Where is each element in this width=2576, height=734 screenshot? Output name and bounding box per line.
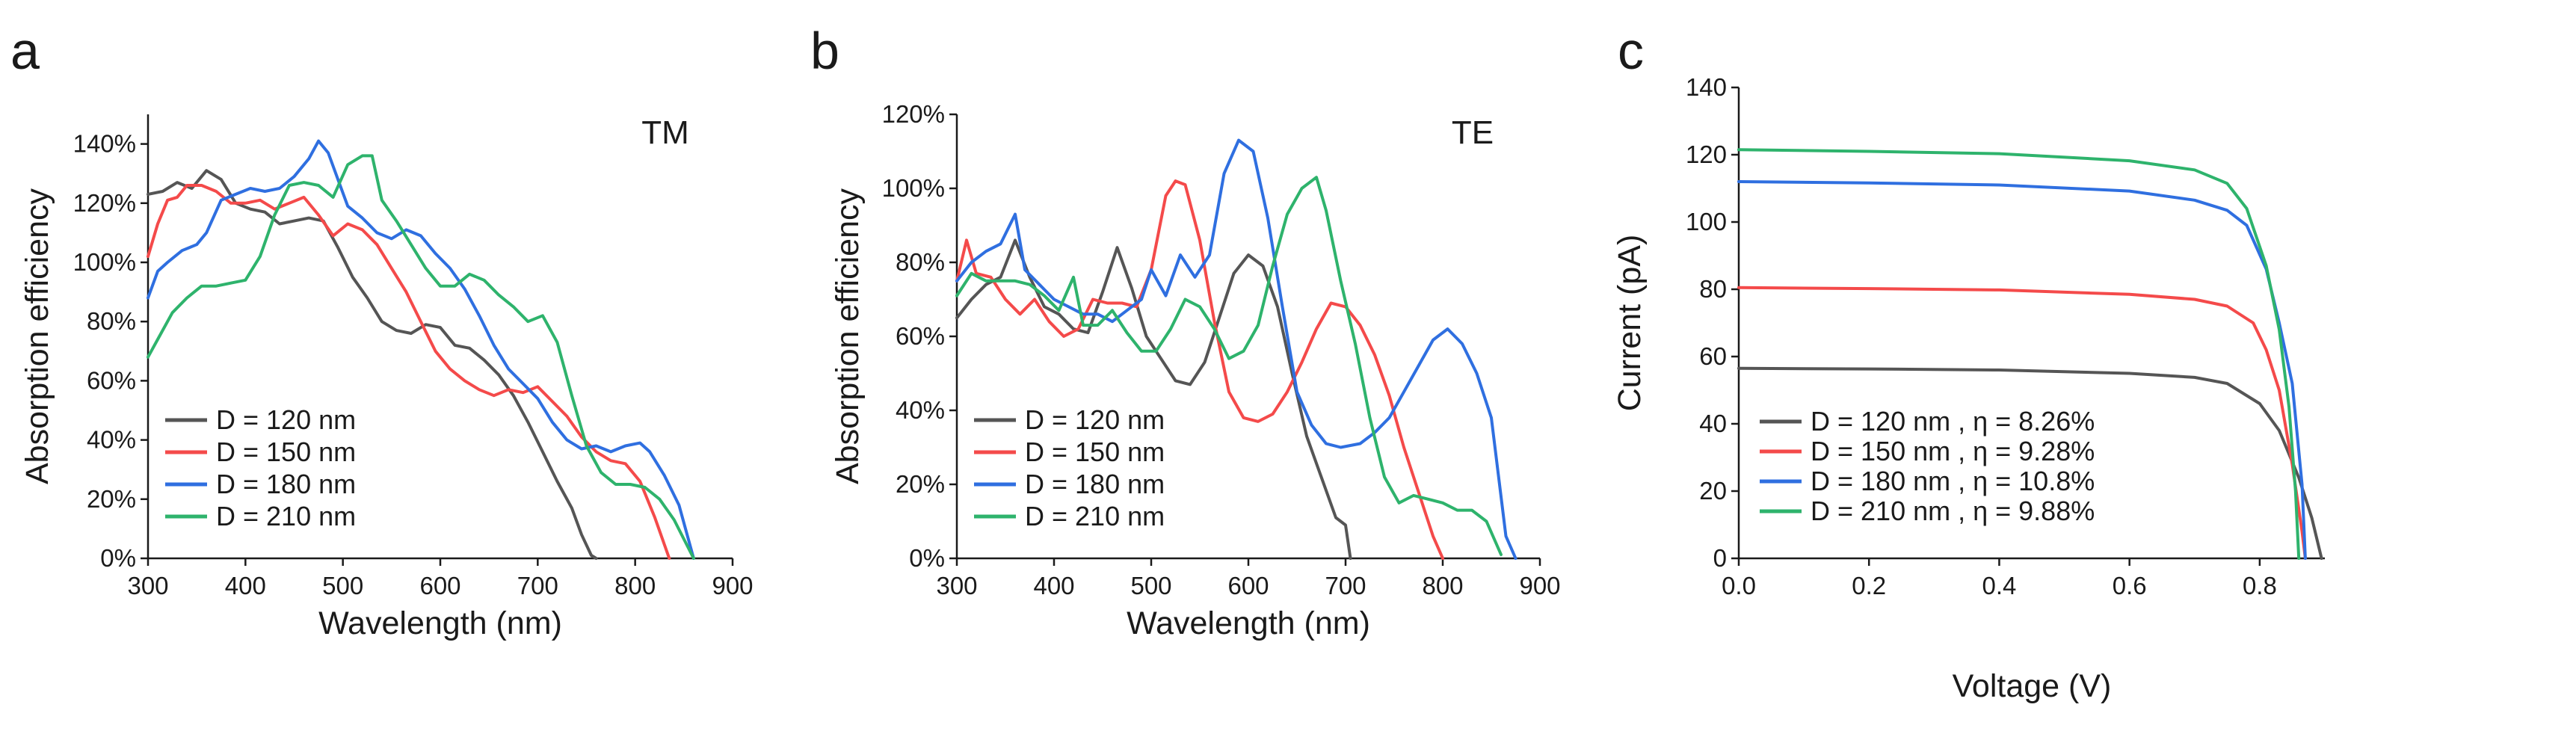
y-tick-label: 100% xyxy=(882,174,945,202)
x-tick-label: 400 xyxy=(1033,572,1074,599)
x-tick-label: 400 xyxy=(225,572,266,599)
series-line-180 xyxy=(1737,180,2307,560)
series-line-150 xyxy=(147,184,671,560)
series-line-210 xyxy=(955,176,1503,556)
panel-c: 0 20 40 60 80 100 120 140 0.0 0.2 0.4 0.6 0.8 Voltage… xyxy=(1612,22,2325,704)
x-tick-label: 300 xyxy=(127,572,168,599)
series-line-180 xyxy=(147,139,695,560)
series-line-210 xyxy=(147,154,695,560)
x-tick-label: 500 xyxy=(1130,572,1171,599)
y-tick-label: 80% xyxy=(87,307,136,335)
y-axis-label: Absorption efficiency xyxy=(830,188,866,484)
y-tick-label: 40% xyxy=(87,426,136,454)
y-tick-label: 40 xyxy=(1699,410,1727,437)
y-tick-label: 120% xyxy=(73,189,136,217)
x-axis-label: Wavelength (nm) xyxy=(1127,605,1370,641)
x-axis-label: Voltage (V) xyxy=(1953,668,2112,704)
x-tick-label: 900 xyxy=(712,572,753,599)
x-tick-label: 500 xyxy=(322,572,363,599)
legend-label-210: D = 210 nm xyxy=(216,501,356,531)
legend-label-180: D = 180 nm , η = 10.8% xyxy=(1811,466,2095,496)
legend: D = 120 nmD = 150 nmD = 180 nmD = 210 nm xyxy=(165,404,356,531)
x-tick-label: 800 xyxy=(614,572,656,599)
y-tick-label: 20% xyxy=(87,485,136,513)
legend-label-210: D = 210 nm xyxy=(1025,501,1165,531)
legend-label-120: D = 120 nm , η = 8.26% xyxy=(1811,406,2095,437)
y-tick-label: 120 xyxy=(1686,141,1727,168)
x-tick-label: 800 xyxy=(1422,572,1463,599)
y-tick-label: 20 xyxy=(1699,477,1727,505)
y-tick-label: 60% xyxy=(87,366,136,394)
series-line-210 xyxy=(1737,148,2301,560)
series-line-120 xyxy=(147,169,598,560)
x-tick-label: 300 xyxy=(936,572,977,599)
x-tick-label: 900 xyxy=(1519,572,1560,599)
y-tick-label: 140% xyxy=(73,130,136,158)
legend-label-180: D = 180 nm xyxy=(216,469,356,499)
legend: D = 120 nmD = 150 nmD = 180 nmD = 210 nm xyxy=(974,404,1165,531)
legend-label-120: D = 120 nm xyxy=(216,404,356,435)
y-tick-label: 0% xyxy=(909,544,945,572)
legend-label-180: D = 180 nm xyxy=(1025,469,1165,499)
polarization-label: TE xyxy=(1452,114,1494,151)
y-tick-label: 80 xyxy=(1699,275,1727,303)
x-tick-label: 600 xyxy=(1227,572,1269,599)
panel-letter: c xyxy=(1618,22,1644,80)
legend-label-120: D = 120 nm xyxy=(1025,404,1165,435)
y-tick-label: 140 xyxy=(1686,73,1727,101)
x-tick-label: 700 xyxy=(1325,572,1366,599)
panel-b: 0% 20% 40% 60% 80% 100% 120% 300 400 500 600 700 800… xyxy=(810,22,1561,641)
y-tick-label: 60 xyxy=(1699,342,1727,370)
y-tick-label: 60% xyxy=(896,322,945,350)
series-line-150 xyxy=(955,179,1444,560)
x-tick-label: 0.8 xyxy=(2243,572,2277,599)
panel-letter: b xyxy=(810,22,839,80)
panel-letter: a xyxy=(10,22,40,80)
y-axis-label: Current (pA) xyxy=(1612,235,1648,412)
y-tick-label: 0% xyxy=(100,544,136,572)
panel-a: 0% 20% 40% 60% 80% 100% 120% 140% 300 400 500 600 70… xyxy=(10,22,754,641)
y-tick-label: 0 xyxy=(1713,544,1727,572)
y-tick-label: 40% xyxy=(896,396,945,424)
legend-label-210: D = 210 nm , η = 9.88% xyxy=(1811,496,2095,526)
x-tick-label: 0.6 xyxy=(2113,572,2147,599)
x-tick-label: 0.4 xyxy=(1982,572,2017,599)
legend: D = 120 nm , η = 8.26%D = 150 nm , η = 9… xyxy=(1760,406,2095,526)
y-tick-label: 100% xyxy=(73,248,136,276)
legend-label-150: D = 150 nm xyxy=(1025,437,1165,467)
y-tick-label: 20% xyxy=(896,470,945,498)
y-tick-label: 80% xyxy=(896,248,945,276)
x-tick-label: 600 xyxy=(419,572,460,599)
x-axis-label: Wavelength (nm) xyxy=(318,605,562,641)
y-tick-label: 100 xyxy=(1686,208,1727,235)
x-tick-label: 700 xyxy=(517,572,558,599)
y-axis-label: Absorption efficiency xyxy=(19,188,55,484)
polarization-label: TM xyxy=(641,114,689,151)
x-tick-label: 0.0 xyxy=(1722,572,1756,599)
series-line-180 xyxy=(955,138,1517,560)
y-tick-label: 120% xyxy=(882,100,945,128)
legend-label-150: D = 150 nm , η = 9.28% xyxy=(1811,436,2095,466)
x-tick-label: 0.2 xyxy=(1852,572,1886,599)
legend-label-150: D = 150 nm xyxy=(216,437,356,467)
